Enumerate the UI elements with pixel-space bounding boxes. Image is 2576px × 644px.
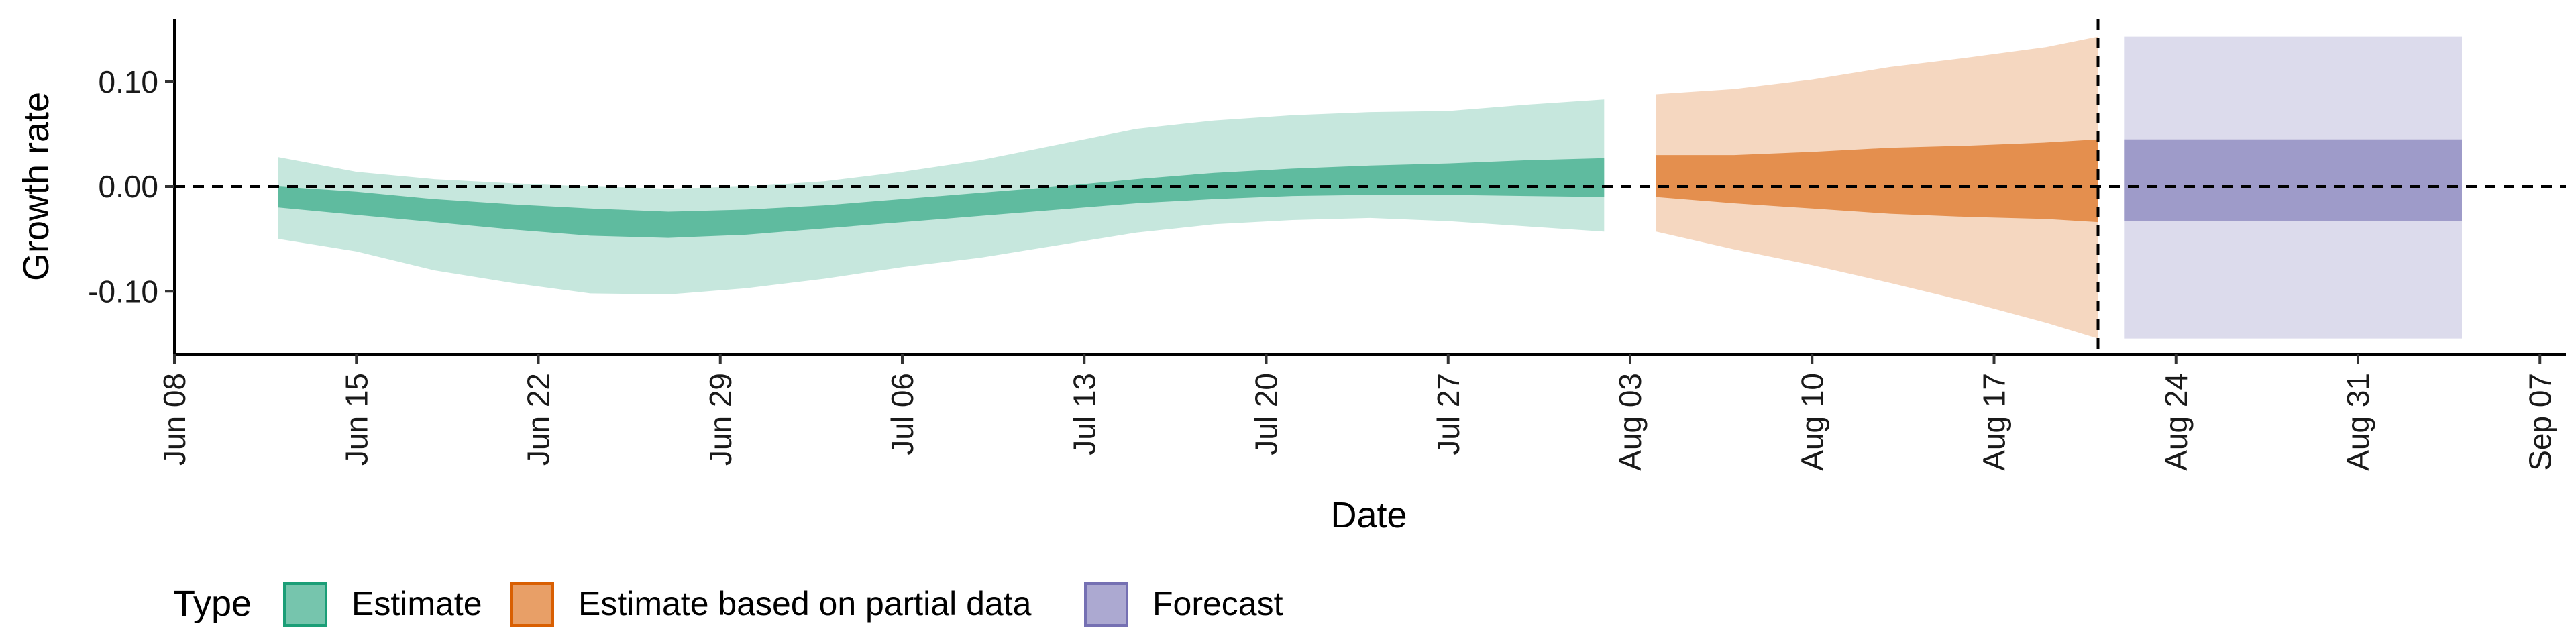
legend-title: Type xyxy=(173,584,252,624)
forecast-50-band xyxy=(2124,139,2462,221)
x-tick-label: Jul 06 xyxy=(885,373,920,455)
x-tick-label: Jul 27 xyxy=(1431,373,1466,455)
x-tick-label: Jun 29 xyxy=(703,373,738,466)
series-bands xyxy=(278,36,2462,339)
x-tick-label: Jul 20 xyxy=(1249,373,1284,455)
legend-label-forecast: Forecast xyxy=(1152,585,1283,623)
x-tick-label: Jun 15 xyxy=(339,373,374,466)
legend-label-estimate: Estimate xyxy=(352,585,482,623)
legend-label-estimate-based-on-partial-data: Estimate based on partial data xyxy=(578,585,1032,623)
x-tick-label: Aug 17 xyxy=(1977,373,2012,471)
y-tick-label: 0.10 xyxy=(98,64,158,99)
axes: 0.10 0.00 -0.10 Jun 08 Jun 15 Jun 22 Jun 29 Jul… xyxy=(16,19,2566,535)
x-tick-label: Aug 31 xyxy=(2341,373,2375,471)
legend: Type Estimate Estimate based on partial da… xyxy=(173,582,1283,627)
x-tick-label: Jun 22 xyxy=(521,373,556,466)
x-tick-label: Aug 24 xyxy=(2159,373,2194,471)
y-tick-label: -0.10 xyxy=(88,274,158,309)
x-tick-label: Aug 10 xyxy=(1794,373,1829,471)
y-axis-title: Growth rate xyxy=(16,92,56,281)
x-axis-title: Date xyxy=(1330,495,1407,535)
x-tick-label: Sep 07 xyxy=(2522,373,2557,471)
estimate-based-on-partial-data-50-band xyxy=(1656,139,2098,223)
x-tick-label: Aug 03 xyxy=(1613,373,1648,471)
legend-key-forecast xyxy=(1084,582,1128,627)
x-tick-label: Jun 08 xyxy=(157,373,192,466)
y-tick-label: 0.00 xyxy=(98,169,158,204)
legend-key-estimate-based-on-partial-data xyxy=(510,582,554,627)
estimate-50-band xyxy=(278,158,1605,238)
x-tick-label: Jul 13 xyxy=(1067,373,1102,455)
reference-lines xyxy=(174,19,2566,354)
legend-key-estimate xyxy=(283,582,327,627)
